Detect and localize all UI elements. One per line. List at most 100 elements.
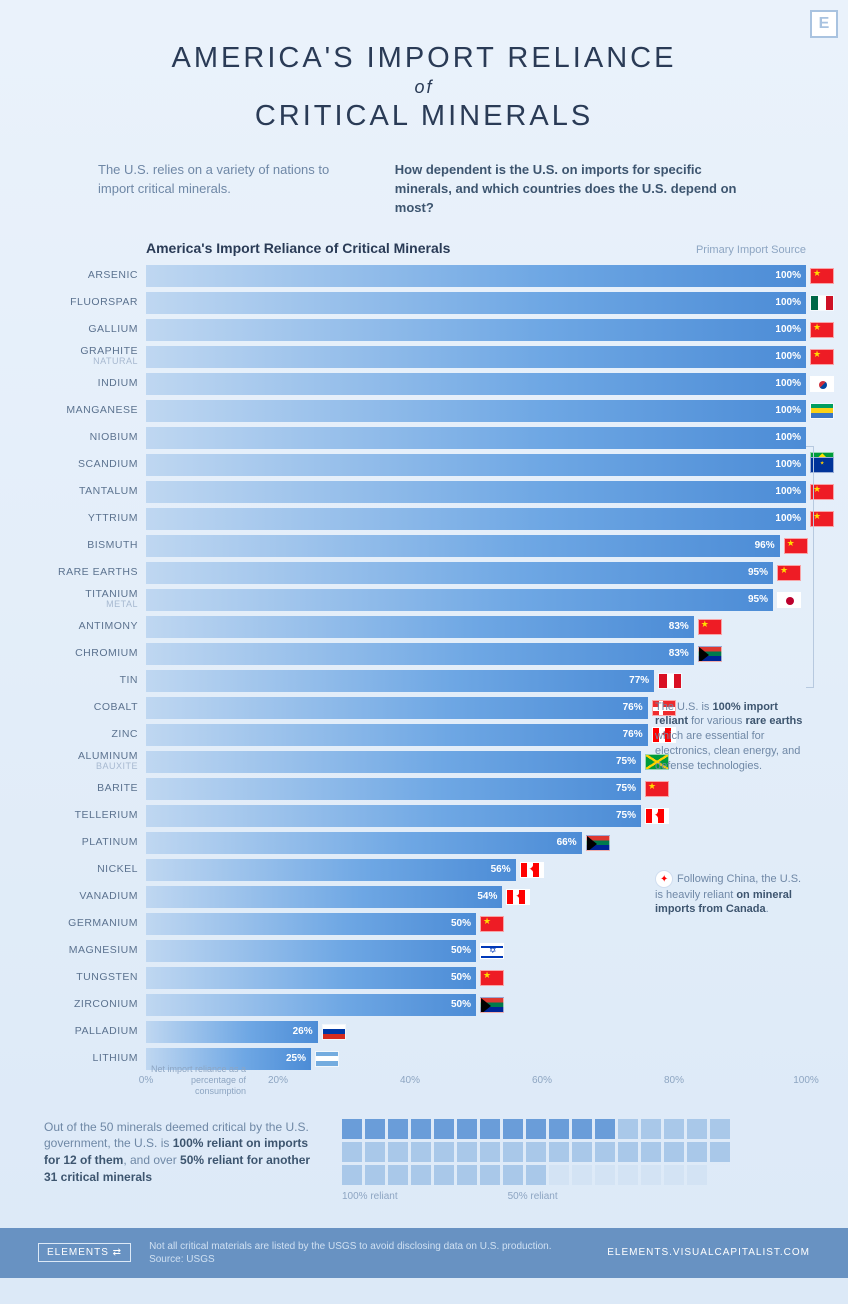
canada-flag-icon: ✦ [655,870,673,888]
bar-track: 100% [146,319,806,341]
waffle-cell [434,1165,454,1185]
bar-fill: 66% [146,832,582,854]
bar-fill: 83% [146,643,694,665]
x-axis: Net import reliance as a percentage of c… [146,1075,806,1091]
footer-disclaimer: Not all critical materials are listed by… [131,1240,607,1266]
bar-fill: 83% [146,616,694,638]
waffle-cell [664,1165,684,1185]
waffle-cell [618,1142,638,1162]
cn-flag-icon [698,619,722,635]
row-label: NIOBIUM [38,432,146,443]
row-label: ZIRCONIUM [38,999,146,1010]
waffle-cell [480,1165,500,1185]
bar-track: 83% [146,643,806,665]
footer-logo: ELEMENTS ⇄ [38,1243,131,1262]
x-tick: 60% [532,1075,552,1086]
bar-fill: 77% [146,670,654,692]
disclaimer-text: Not all critical materials are listed by… [149,1241,551,1252]
bar-fill: 56% [146,859,516,881]
waffle-cell [388,1142,408,1162]
il-flag-icon [480,943,504,959]
bar-fill: 100% [146,346,806,368]
bar-fill: 100% [146,454,806,476]
bar-row: ZIRCONIUM50% [38,993,806,1017]
bar-row: GRAPHITENATURAL100% [38,345,806,369]
legend-label: Primary Import Source [696,244,806,256]
waffle-label-50: 50% reliant [508,1191,558,1202]
bar-fill: 75% [146,805,641,827]
x-tick: 40% [400,1075,420,1086]
bar-row: MANGANESE100% [38,399,806,423]
waffle-cell [411,1165,431,1185]
waffle-cell [595,1119,615,1139]
chart-title: America's Import Reliance of Critical Mi… [146,240,450,256]
waffle-cell [618,1119,638,1139]
za-flag-icon [586,835,610,851]
bar-fill: 76% [146,697,648,719]
bar-row: ANTIMONY83% [38,615,806,639]
za-flag-icon [480,997,504,1013]
row-label: INDIUM [38,378,146,389]
waffle-cell [480,1142,500,1162]
bar-track: 50% [146,940,806,962]
bar-track: 100% [146,508,806,530]
row-label: ARSENIC [38,270,146,281]
waffle-cell [503,1142,523,1162]
bar-row: GALLIUM100% [38,318,806,342]
waffle-wrap: 100% reliant 50% reliant [342,1119,730,1202]
cn-flag-icon [784,538,808,554]
ar-flag-icon [315,1051,339,1067]
waffle-cell [572,1119,592,1139]
cn-flag-icon [810,349,834,365]
waffle-cell [664,1119,684,1139]
row-label: TITANIUMMETAL [38,589,146,609]
bar-fill: 76% [146,724,648,746]
axis-caption: Net import reliance as a percentage of c… [146,1064,254,1096]
intro-block: The U.S. relies on a variety of nations … [98,161,750,218]
waffle-chart [342,1119,730,1185]
cn-flag-icon [810,268,834,284]
ca-flag-icon [520,862,544,878]
bar-row: PALLADIUM26% [38,1020,806,1044]
waffle-cell [618,1165,638,1185]
source-text: Source: USGS [149,1254,215,1265]
x-tick: 20% [268,1075,288,1086]
row-label: MAGNESIUM [38,945,146,956]
bar-track: 100% [146,292,806,314]
row-label: TIN [38,675,146,686]
bracket-rare-earths [806,446,814,688]
bar-rows-container: ARSENIC100%FLUORSPAR100%GALLIUM100%GRAPH… [38,264,806,1071]
waffle-cell [434,1119,454,1139]
bar-fill: 100% [146,427,806,449]
annotation-canada: ✦ Following China, the U.S. is heavily r… [655,870,810,918]
row-label: GERMANIUM [38,918,146,929]
bar-row: PLATINUM66% [38,831,806,855]
row-label: VANADIUM [38,891,146,902]
waffle-label-100: 100% reliant [342,1191,398,1202]
title-line-2: CRITICAL MINERALS [255,100,593,132]
bar-row: BARITE75% [38,777,806,801]
waffle-labels: 100% reliant 50% reliant [342,1191,730,1202]
waffle-caption: Out of the 50 minerals deemed critical b… [38,1119,318,1186]
bar-track: 75% [146,805,806,827]
waffle-cell [549,1119,569,1139]
waffle-cell [503,1165,523,1185]
bar-fill: 100% [146,319,806,341]
bar-fill: 95% [146,562,773,584]
bar-track: 100% [146,373,806,395]
bar-fill: 100% [146,373,806,395]
bar-fill: 50% [146,913,476,935]
cn-flag-icon [645,781,669,797]
waffle-cell [365,1165,385,1185]
bar-row: BISMUTH96% [38,534,806,558]
bar-fill: 54% [146,886,502,908]
waffle-cell [710,1119,730,1139]
cn-flag-icon [810,322,834,338]
waffle-cell [595,1142,615,1162]
kr-flag-icon [810,376,834,392]
ca-flag-icon [506,889,530,905]
waffle-cell [641,1142,661,1162]
bar-track: 77% [146,670,806,692]
waffle-cell [365,1142,385,1162]
bar-track: 83% [146,616,806,638]
